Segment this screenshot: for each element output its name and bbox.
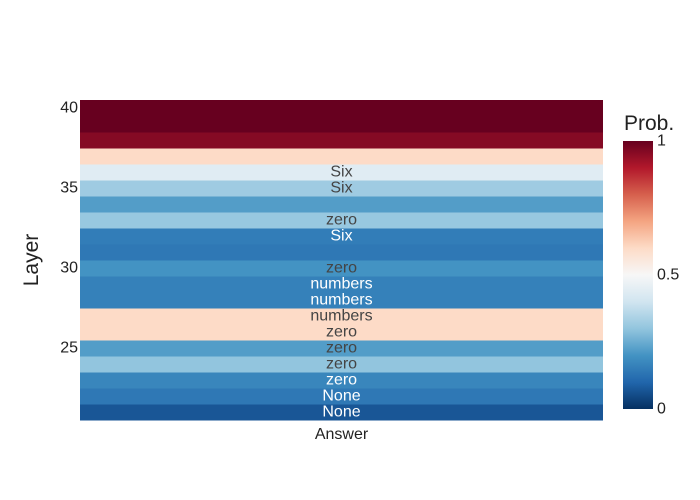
heatmap-cell-layer-40 bbox=[80, 100, 603, 117]
colorbar: Prob. 00.51 bbox=[623, 112, 679, 418]
colorbar-tick-label: 0.5 bbox=[657, 267, 679, 284]
y-axis-title: Layer bbox=[20, 234, 43, 287]
cell-label-layer-23: zero bbox=[326, 372, 357, 389]
cell-label-layer-29: numbers bbox=[310, 276, 372, 293]
heatmap-cell-labels: NoneNonezerozerozerozeronumbersnumbersnu… bbox=[310, 164, 372, 421]
cell-label-layer-27: numbers bbox=[310, 308, 372, 325]
heatmap-cell-layer-26 bbox=[80, 324, 603, 341]
heatmap-cell-layer-29 bbox=[80, 276, 603, 293]
colorbar-ticks: 00.51 bbox=[657, 133, 679, 418]
cell-label-layer-26: zero bbox=[326, 324, 357, 341]
heatmap-cell-layer-21 bbox=[80, 404, 603, 421]
cell-label-layer-32: Six bbox=[330, 228, 352, 245]
y-tick-label: 40 bbox=[60, 100, 78, 117]
cell-label-layer-21: None bbox=[322, 404, 360, 421]
heatmap-cells bbox=[80, 100, 603, 421]
heatmap-cell-layer-28 bbox=[80, 292, 603, 309]
cell-label-layer-30: zero bbox=[326, 260, 357, 277]
heatmap-cell-layer-35 bbox=[80, 180, 603, 197]
colorbar-title: Prob. bbox=[624, 112, 674, 135]
heatmap-cell-layer-39 bbox=[80, 116, 603, 133]
x-axis-ticks: Answer bbox=[315, 426, 369, 443]
heatmap-cell-layer-37 bbox=[80, 148, 603, 165]
cell-label-layer-35: Six bbox=[330, 180, 352, 197]
heatmap-cell-layer-25 bbox=[80, 340, 603, 357]
cell-label-layer-33: zero bbox=[326, 212, 357, 229]
heatmap-cell-layer-31 bbox=[80, 244, 603, 261]
heatmap-cell-layer-24 bbox=[80, 356, 603, 373]
heatmap-cell-layer-32 bbox=[80, 228, 603, 245]
colorbar-gradient bbox=[623, 141, 653, 409]
heatmap-cell-layer-23 bbox=[80, 372, 603, 389]
heatmap-cell-layer-36 bbox=[80, 164, 603, 181]
cell-label-layer-36: Six bbox=[330, 164, 352, 181]
y-tick-label: 35 bbox=[60, 180, 78, 197]
heatmap-cell-layer-22 bbox=[80, 388, 603, 405]
heatmap-cell-layer-27 bbox=[80, 308, 603, 325]
x-tick-label: Answer bbox=[315, 426, 369, 443]
heatmap-cell-layer-30 bbox=[80, 260, 603, 277]
cell-label-layer-24: zero bbox=[326, 356, 357, 373]
y-tick-label: 25 bbox=[60, 340, 78, 357]
y-axis-ticks: 25 30 35 40 bbox=[60, 100, 78, 357]
cell-label-layer-25: zero bbox=[326, 340, 357, 357]
cell-label-layer-28: numbers bbox=[310, 292, 372, 309]
colorbar-tick-label: 1 bbox=[657, 133, 666, 150]
cell-label-layer-22: None bbox=[322, 388, 360, 405]
heatmap-cell-layer-34 bbox=[80, 196, 603, 213]
heatmap-cell-layer-33 bbox=[80, 212, 603, 229]
colorbar-tick-label: 0 bbox=[657, 401, 666, 418]
heatmap-cell-layer-38 bbox=[80, 132, 603, 149]
y-tick-label: 30 bbox=[60, 260, 78, 277]
